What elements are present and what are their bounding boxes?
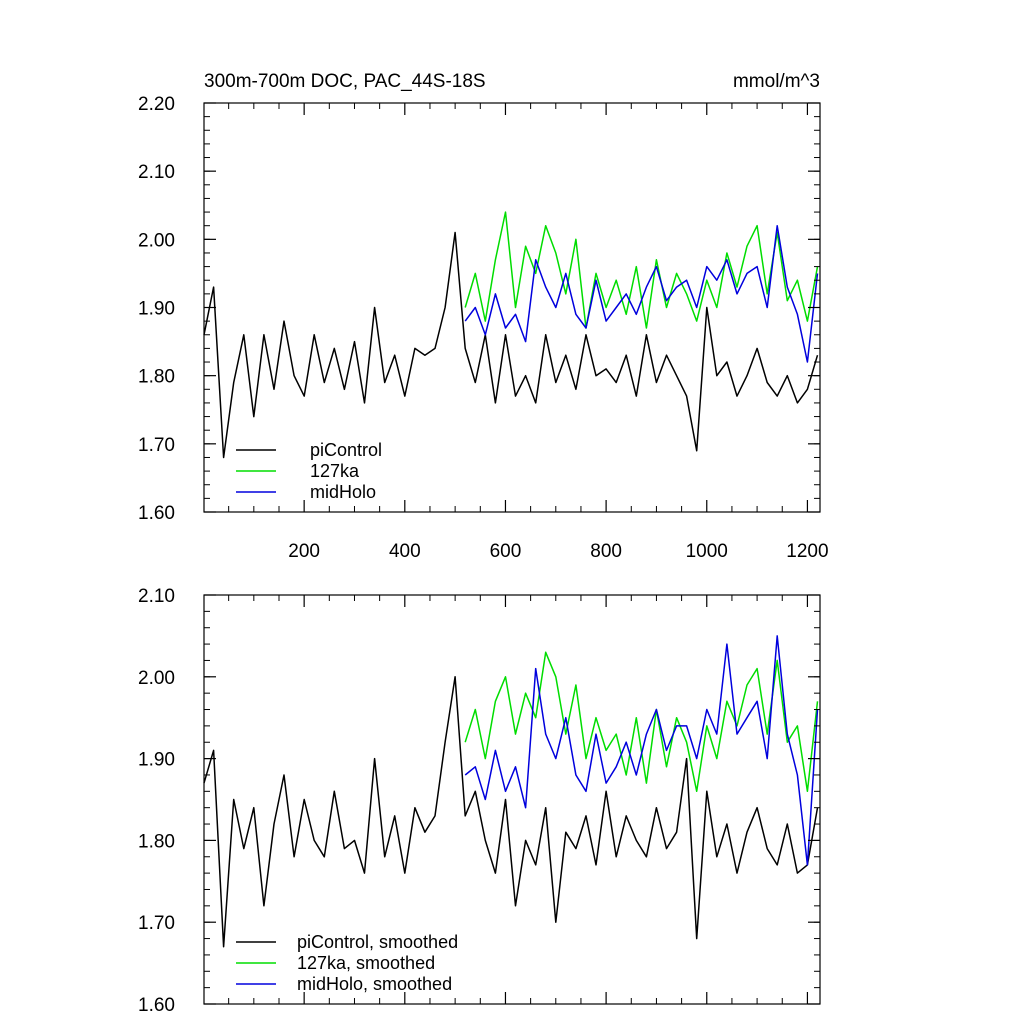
- series-line-0-1: [464, 211, 819, 329]
- plot-frame-0: [203, 102, 821, 513]
- y-tick-label-0-3: 1.90: [138, 299, 175, 320]
- legend-label-1-2: midHolo, smoothed: [297, 974, 452, 994]
- chart-title: 300m-700m DOC, PAC_44S-18S: [204, 71, 486, 92]
- y-tick-label-1-1: 1.70: [138, 913, 175, 934]
- y-tick-label-0-2: 1.80: [138, 367, 175, 388]
- x-tick-label-0-5: 1200: [786, 541, 828, 562]
- chart-units: mmol/m^3: [733, 71, 820, 92]
- x-tick-label-0-2: 600: [490, 541, 522, 562]
- y-tick-label-0-4: 2.00: [138, 230, 175, 251]
- legend-label-1-1: 127ka, smoothed: [297, 953, 435, 973]
- legend-label-1-0: piControl, smoothed: [297, 932, 458, 952]
- bottom-panel: 1.60 1.70 1.80 1.90 2.00 2.10 piControl, smoot…: [138, 586, 821, 1016]
- series-line-1-0: [203, 676, 819, 948]
- x-tick-label-0-1: 400: [389, 541, 421, 562]
- y-tick-label-0-5: 2.10: [138, 162, 175, 183]
- series-line-0-2: [464, 224, 819, 363]
- y-tick-label-1-5: 2.10: [138, 586, 175, 607]
- y-tick-label-0-0: 1.60: [138, 503, 175, 524]
- y-tick-label-1-2: 1.80: [138, 831, 175, 852]
- y-tick-label-1-4: 2.00: [138, 668, 175, 689]
- legend-label-0-1: 127ka: [310, 461, 360, 481]
- legend-label-0-2: midHolo: [310, 482, 376, 502]
- series-line-0-0: [203, 231, 819, 459]
- series-line-1-2: [464, 635, 819, 866]
- plot-frame-1: [203, 594, 821, 1005]
- y-tick-label-1-3: 1.90: [138, 750, 175, 771]
- x-tick-label-0-3: 800: [590, 541, 622, 562]
- x-tick-label-0-0: 200: [288, 541, 320, 562]
- x-tick-label-0-4: 1000: [686, 541, 728, 562]
- y-tick-label-0-6: 2.20: [138, 94, 175, 115]
- y-tick-label-0-1: 1.70: [138, 435, 175, 456]
- top-panel: 300m-700m DOC, PAC_44S-18S mmol/m^3 1.60…: [138, 71, 829, 562]
- series-line-1-1: [464, 651, 819, 793]
- y-tick-label-1-0: 1.60: [138, 995, 175, 1016]
- legend-label-0-0: piControl: [310, 440, 382, 460]
